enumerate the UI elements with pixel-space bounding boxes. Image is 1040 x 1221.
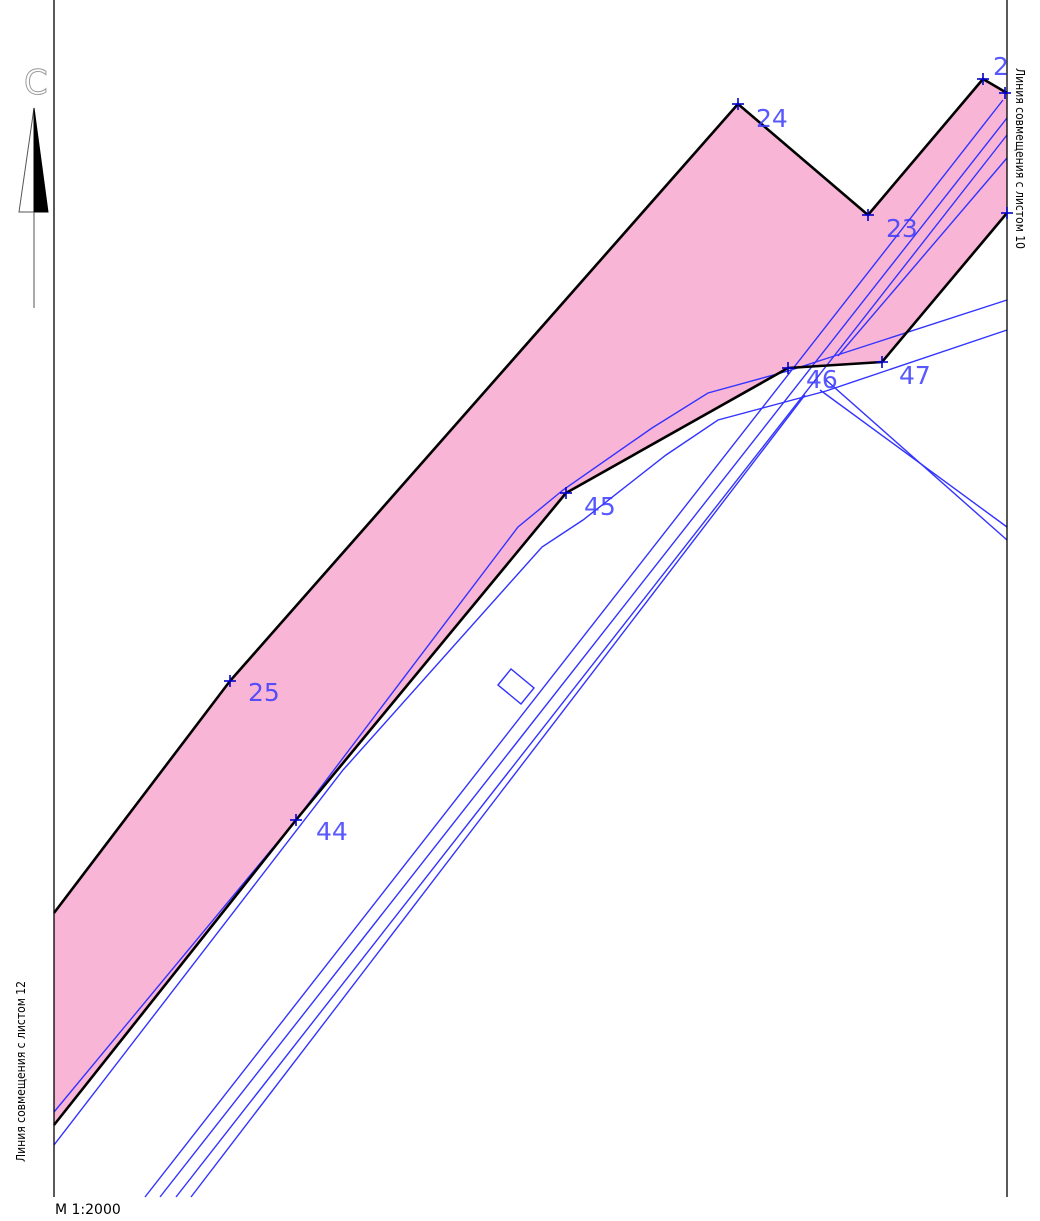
point-label-44: 44 — [316, 817, 348, 846]
utility-line — [53, 329, 1008, 1146]
north-letter: С — [24, 63, 48, 103]
vertex-marker — [1001, 207, 1013, 219]
zone-boundary-lower — [52, 212, 1008, 1126]
point-markers — [224, 73, 1013, 826]
pipeline-line — [837, 157, 1008, 357]
match-line-label-left: Линия совмещения с листом 12 — [14, 981, 28, 1162]
vertex-marker — [290, 814, 302, 826]
structure-rectangle — [497, 668, 535, 705]
vertex-marker — [999, 87, 1011, 99]
vertex-marker — [224, 675, 236, 687]
north-arrow-icon: С — [18, 63, 49, 308]
vertex-marker — [977, 73, 989, 85]
scale-label: М 1:2000 — [55, 1202, 121, 1218]
vertex-marker — [782, 362, 794, 374]
pipeline-line — [144, 99, 1004, 1198]
point-label-2: 2 — [993, 52, 1009, 81]
match-line-label-right: Линия совмещения с листом 10 — [1013, 68, 1027, 249]
vertex-marker — [862, 209, 874, 221]
vertex-marker — [560, 487, 572, 499]
point-label-24: 24 — [756, 104, 788, 133]
vertex-marker — [732, 98, 744, 110]
point-label-47: 47 — [899, 361, 931, 390]
pipeline-line — [175, 134, 1008, 1198]
zone-fill — [54, 79, 1007, 1125]
point-label-46: 46 — [806, 365, 838, 394]
point-label-45: 45 — [584, 492, 616, 521]
zone-boundary-upper — [52, 77, 1008, 914]
branch-line — [825, 379, 1008, 541]
point-label-23: 23 — [886, 214, 918, 243]
point-label-25: 25 — [248, 678, 280, 707]
branch-line — [819, 389, 1008, 528]
pipeline-line — [190, 394, 806, 1198]
vertex-marker — [876, 356, 888, 368]
pipeline-line — [159, 117, 1008, 1198]
